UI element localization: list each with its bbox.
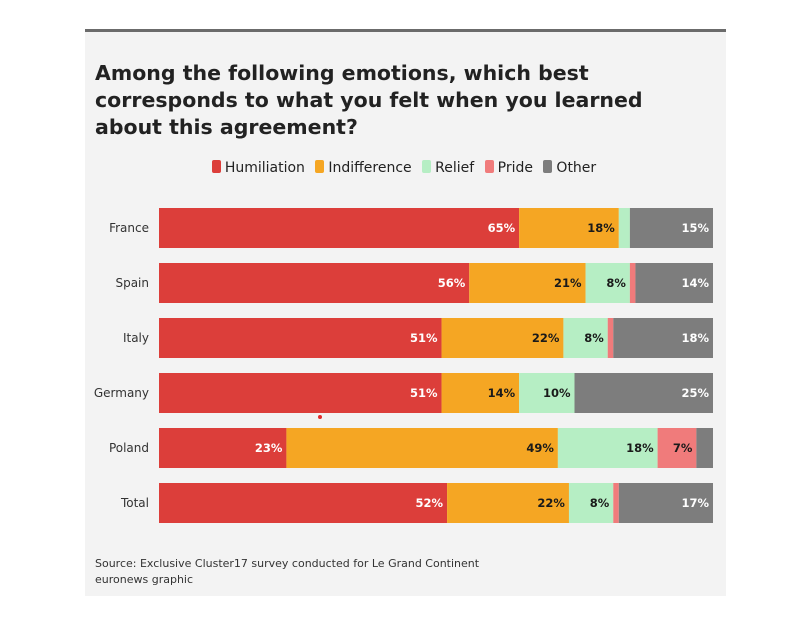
bar-poland-pride	[657, 428, 697, 468]
data-label-italy-relief: 8%	[584, 331, 604, 345]
bar-total-pride	[613, 483, 619, 523]
bar-france-humiliation	[159, 208, 520, 248]
legend-item-relief: Relief	[422, 160, 474, 176]
bar-italy-pride	[607, 318, 614, 358]
data-label-germany-relief: 10%	[543, 386, 571, 400]
bar-spain-relief	[585, 263, 630, 303]
chart-title: Among the following emotions, which best…	[95, 61, 643, 139]
source-line: Source: Exclusive Cluster17 survey condu…	[95, 557, 480, 570]
bar-spain-other	[635, 263, 713, 303]
bar-germany-relief	[519, 373, 575, 413]
data-label-spain-other: 14%	[681, 276, 709, 290]
category-label-spain: Spain	[115, 276, 149, 290]
legend-swatch-other	[543, 160, 553, 173]
legend-item-other: Other	[543, 160, 596, 176]
legend-label-relief: Relief	[435, 160, 475, 176]
bar-total-other	[618, 483, 713, 523]
bar-italy-other	[613, 318, 713, 358]
legend-swatch-indifference	[315, 160, 325, 173]
legend-item-indifference: Indifference	[315, 160, 412, 176]
data-label-total-other: 17%	[681, 496, 709, 510]
data-label-poland-relief: 18%	[626, 441, 654, 455]
bar-total-relief	[568, 483, 614, 523]
source-note: Source: Exclusive Cluster17 survey condu…	[95, 556, 479, 588]
bar-italy-humiliation	[159, 318, 442, 358]
legend-label-other: Other	[556, 160, 597, 176]
decorative-dot	[318, 415, 322, 419]
bar-spain-humiliation	[159, 263, 470, 303]
data-label-poland-humiliation: 23%	[255, 441, 283, 455]
data-label-poland-indifference: 49%	[526, 441, 554, 455]
data-label-france-humiliation: 65%	[488, 221, 516, 235]
credit-line: euronews graphic	[95, 573, 194, 586]
legend-label-indifference: Indifference	[328, 160, 412, 176]
legend-item-pride: Pride	[484, 160, 533, 176]
data-label-germany-humiliation: 51%	[410, 386, 438, 400]
data-label-spain-relief: 8%	[606, 276, 626, 290]
data-label-italy-indifference: 22%	[532, 331, 560, 345]
bar-poland-indifference	[286, 428, 558, 468]
bar-france-relief	[618, 208, 630, 248]
bar-germany-indifference	[441, 373, 520, 413]
category-label-italy: Italy	[123, 331, 149, 345]
category-label-total: Total	[120, 496, 149, 510]
bar-italy-relief	[563, 318, 608, 358]
legend-swatch-relief	[422, 160, 432, 173]
bar-spain-pride	[629, 263, 636, 303]
data-label-germany-other: 25%	[681, 386, 709, 400]
data-label-poland-pride: 7%	[673, 441, 693, 455]
bar-france-other	[629, 208, 713, 248]
data-label-total-indifference: 22%	[537, 496, 565, 510]
data-label-france-indifference: 18%	[587, 221, 615, 235]
legend-item-humiliation: Humiliation	[211, 160, 305, 176]
legend: Humiliation Indifference Relief Pride Ot…	[0, 160, 808, 176]
category-label-france: France	[109, 221, 149, 235]
data-label-total-humiliation: 52%	[416, 496, 444, 510]
bar-germany-other	[574, 373, 713, 413]
data-label-total-relief: 8%	[590, 496, 610, 510]
bar-spain-indifference	[469, 263, 586, 303]
legend-swatch-humiliation	[211, 160, 221, 173]
bar-total-humiliation	[159, 483, 448, 523]
bar-total-indifference	[447, 483, 569, 523]
data-label-italy-humiliation: 51%	[410, 331, 438, 345]
category-label-poland: Poland	[109, 441, 149, 455]
bar-poland-relief	[557, 428, 658, 468]
category-label-germany: Germany	[94, 386, 149, 400]
bar-poland-humiliation	[159, 428, 287, 468]
bar-france-indifference	[519, 208, 619, 248]
data-label-spain-indifference: 21%	[554, 276, 582, 290]
legend-label-pride: Pride	[497, 160, 533, 176]
bar-italy-indifference	[441, 318, 564, 358]
legend-swatch-pride	[484, 160, 494, 173]
data-label-france-other: 15%	[681, 221, 709, 235]
bar-germany-humiliation	[159, 373, 442, 413]
bar-poland-other	[696, 428, 713, 468]
legend-label-humiliation: Humiliation	[224, 160, 305, 176]
data-label-germany-indifference: 14%	[488, 386, 516, 400]
data-label-spain-humiliation: 56%	[438, 276, 466, 290]
data-label-italy-other: 18%	[681, 331, 709, 345]
